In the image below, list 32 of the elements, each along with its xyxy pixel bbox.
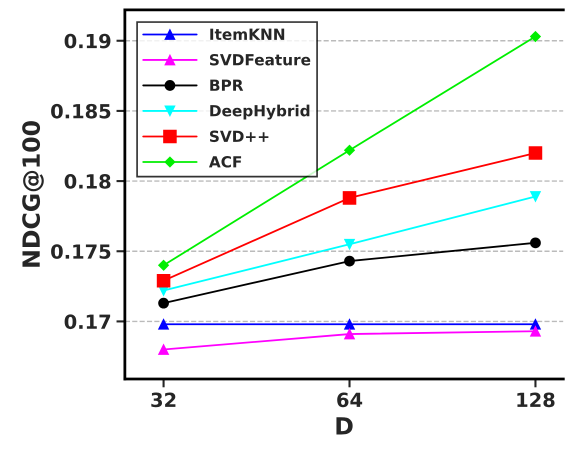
point — [530, 326, 541, 337]
point — [344, 328, 355, 340]
x-tick-label: 64 — [337, 392, 362, 408]
point — [530, 237, 541, 248]
point — [342, 191, 356, 205]
legend-label: ItemKNN — [210, 28, 284, 40]
point — [156, 274, 170, 288]
point — [344, 318, 355, 330]
point — [528, 146, 542, 160]
x-axis-title: D — [336, 417, 353, 434]
point — [344, 144, 355, 156]
y-tick-label: 0.19 — [64, 34, 110, 48]
point — [158, 318, 169, 330]
legend-label: ACF — [208, 156, 242, 168]
y-tick-label: 0.17 — [64, 314, 110, 330]
point — [344, 256, 355, 266]
legend-label: BPR — [210, 80, 244, 91]
y-tick-label: 0.185 — [51, 104, 110, 119]
point — [158, 298, 169, 309]
y-tick-label: 0.18 — [64, 174, 110, 189]
point — [344, 238, 355, 250]
legend-label: DeepHybrid — [210, 104, 310, 120]
legend-label: SVD++ — [210, 130, 268, 142]
legend-label: SVDFeature — [210, 54, 310, 66]
x-tick-label: 128 — [517, 392, 555, 408]
y-axis-title: NDCG@100 — [22, 121, 44, 267]
x-tick-label: 32 — [151, 392, 176, 408]
y-tick-label: 0.175 — [51, 244, 110, 259]
point — [158, 260, 170, 271]
point — [158, 344, 169, 355]
point — [530, 191, 541, 202]
point — [530, 31, 541, 42]
